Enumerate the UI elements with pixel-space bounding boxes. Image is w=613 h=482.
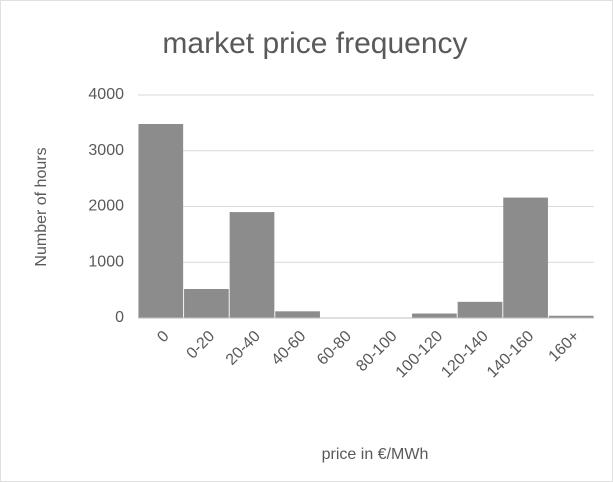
bar: [229, 212, 275, 318]
bar: [184, 289, 229, 318]
y-tick-label: 3000: [88, 142, 124, 159]
bar: [138, 123, 184, 319]
chart-title: market price frequency: [162, 27, 467, 60]
y-axis-label: Number of hours: [33, 147, 50, 266]
bar: [548, 315, 594, 318]
y-tick-label: 2000: [88, 198, 124, 215]
bar: [412, 313, 457, 318]
bar: [503, 197, 548, 318]
y-tick-label: 0: [115, 309, 124, 326]
x-axis-label: price in €/MWh: [322, 446, 429, 463]
bar: [275, 311, 320, 318]
bar: [457, 301, 503, 318]
y-tick-label: 4000: [88, 86, 124, 103]
y-tick-label: 1000: [88, 253, 124, 270]
